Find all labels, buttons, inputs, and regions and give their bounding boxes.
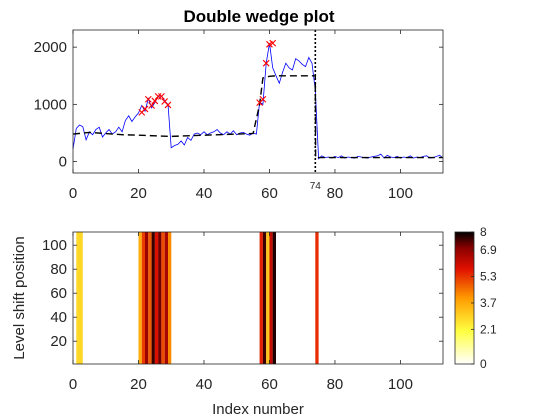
fitted-level-line bbox=[72, 75, 443, 159]
x-tick-label: 40 bbox=[196, 376, 213, 393]
x-tick-label: 20 bbox=[130, 376, 147, 393]
y-tick-label: 1000 bbox=[34, 96, 67, 113]
heatmap-x-axis: 0 20 40 60 80 100 bbox=[69, 232, 413, 393]
data-point-marker bbox=[164, 101, 172, 109]
heatmap-plot-border bbox=[72, 231, 444, 365]
heatmap-column bbox=[269, 232, 273, 364]
top-y-axis: 0 1000 2000 bbox=[34, 39, 443, 171]
heatmap-column bbox=[141, 232, 146, 364]
heatmap-column bbox=[138, 232, 142, 364]
heatmap-column bbox=[148, 232, 152, 364]
top-chart: Double wedge plot 0 20 40 60 80 100 0 1000 2000… bbox=[34, 7, 444, 202]
y-tick-label: 80 bbox=[50, 261, 67, 278]
top-plot-border bbox=[72, 29, 444, 174]
heatmap-column bbox=[164, 232, 168, 364]
y-tick-label: 60 bbox=[50, 285, 67, 302]
heatmap-y-axis: 20 40 60 80 100 bbox=[42, 237, 443, 350]
colorbar-tick-label: 5.3 bbox=[480, 270, 497, 284]
heatmap-column bbox=[151, 232, 155, 364]
y-tick-label: 100 bbox=[42, 237, 67, 254]
data-point-marker bbox=[269, 39, 277, 47]
colorbar-tick-label: 0 bbox=[480, 357, 487, 371]
heatmap-column bbox=[168, 232, 172, 364]
heatmap-column bbox=[154, 232, 159, 364]
heatmap-column bbox=[161, 232, 165, 364]
y-tick-label: 0 bbox=[59, 154, 67, 171]
data-point-marker bbox=[151, 97, 159, 105]
heatmap-y-label: Level shift position bbox=[11, 236, 28, 359]
heatmap-column bbox=[259, 232, 263, 364]
top-marks bbox=[72, 30, 444, 173]
series-line bbox=[72, 43, 444, 160]
y-tick-label: 40 bbox=[50, 309, 67, 326]
data-point-marker bbox=[141, 105, 149, 113]
colorbar-tick-label: 3.7 bbox=[480, 296, 497, 310]
heatmap-column bbox=[76, 232, 83, 364]
heatmap-column bbox=[262, 232, 267, 364]
colorbar-tick-label: 8 bbox=[480, 225, 487, 239]
x-tick-label: 100 bbox=[388, 185, 413, 202]
data-point-marker bbox=[148, 102, 155, 109]
x-tick-label: 0 bbox=[69, 185, 77, 202]
colorbar-tick-label: 2.1 bbox=[480, 322, 497, 336]
heatmap-cells bbox=[76, 232, 319, 364]
heatmap-column bbox=[145, 232, 149, 364]
x-tick-label: 80 bbox=[327, 185, 344, 202]
top-x-axis: 0 20 40 60 80 100 bbox=[69, 30, 413, 202]
chart-title: Double wedge plot bbox=[183, 7, 334, 26]
data-point-marker bbox=[144, 95, 152, 103]
x-tick-label: 60 bbox=[261, 185, 278, 202]
heatmap-plot-area bbox=[73, 232, 443, 364]
data-point-marker bbox=[262, 59, 270, 67]
heatmap-column bbox=[158, 232, 162, 364]
x-tick-label: 100 bbox=[388, 376, 413, 393]
colorbar-ticks: 8 6.9 5.3 3.7 2.1 0 bbox=[471, 225, 497, 371]
colorbar-tick-label: 6.9 bbox=[480, 243, 497, 257]
change-point-label: 74 bbox=[310, 181, 322, 192]
heatmap-column bbox=[315, 232, 319, 364]
heatmap-column bbox=[272, 232, 276, 364]
data-point-marker bbox=[158, 92, 165, 100]
x-tick-label: 20 bbox=[130, 185, 147, 202]
heatmap-x-label: Index number bbox=[212, 401, 304, 418]
x-tick-label: 60 bbox=[261, 376, 278, 393]
heatmap-column bbox=[266, 232, 270, 364]
x-tick-label: 0 bbox=[69, 376, 77, 393]
x-tick-label: 40 bbox=[196, 185, 213, 202]
data-point-marker bbox=[259, 95, 267, 103]
x-tick-label: 80 bbox=[327, 376, 344, 393]
y-tick-label: 2000 bbox=[34, 39, 67, 56]
colorbar bbox=[454, 231, 475, 365]
y-tick-label: 20 bbox=[50, 333, 67, 350]
